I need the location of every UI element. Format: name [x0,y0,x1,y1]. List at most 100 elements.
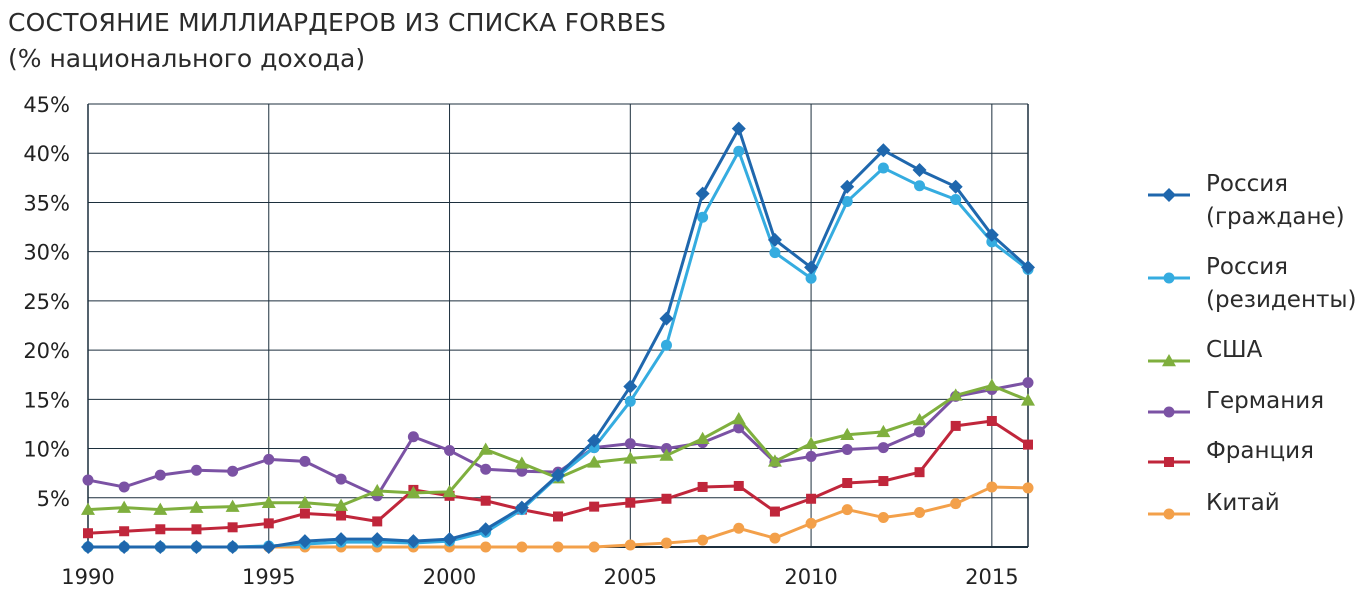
data-point [624,438,636,450]
data-point [189,500,204,513]
data-point [227,465,239,477]
x-tick-label: 2010 [784,565,837,589]
data-point [478,442,493,455]
data-point [480,463,492,475]
data-point [191,524,202,535]
legend-label: Китай [1206,490,1280,516]
data-point [335,473,347,485]
data-point [624,395,636,407]
data-point [370,483,385,497]
data-point [805,517,817,529]
data-point [261,540,276,554]
data-point [153,540,168,554]
data-point [336,510,347,521]
data-point [297,495,312,508]
data-point [81,502,95,515]
data-point [659,311,674,326]
data-point [841,504,853,516]
data-point [695,431,710,444]
data-point [225,499,240,512]
y-tick-label: 15% [23,388,70,412]
y-tick-label: 45% [23,93,70,117]
data-point [731,412,746,425]
legend-swatch-marker [1162,188,1176,202]
data-point [767,232,782,247]
data-point [480,541,492,553]
data-point [1022,377,1034,389]
legend-item: Россия (резиденты) [1148,254,1357,313]
data-point [912,162,927,177]
data-point [261,495,276,508]
data-point [442,484,457,498]
data-point [551,468,565,483]
data-point [589,501,600,512]
data-point [118,481,130,493]
data-point [733,422,745,434]
x-tick-label: 2015 [965,565,1018,589]
legend-swatch-marker [1162,354,1176,367]
data-point [514,456,529,469]
data-point [516,541,528,553]
data-point [155,524,166,535]
data-point [876,143,891,158]
legend-label: Россия [1206,254,1288,280]
data-point [767,454,782,467]
data-point [406,485,421,499]
legend-label: (резиденты) [1206,287,1357,313]
y-tick-label: 10% [23,438,70,462]
data-point [119,526,130,537]
data-point [1022,482,1034,494]
data-point [334,532,349,547]
data-point [660,537,672,549]
legend-item: Россия (граждане) [1148,171,1345,230]
data-point [878,476,889,487]
y-tick-label: 40% [23,142,70,166]
data-point [948,179,963,194]
legend-swatch-marker [1163,508,1175,520]
data-point [442,532,457,547]
series-layer [81,121,1035,554]
data-point [804,260,819,275]
data-point [624,539,636,551]
data-point [189,540,204,554]
data-point [876,424,891,438]
data-point [950,498,962,510]
data-point [587,455,602,468]
data-point [912,413,927,426]
data-point [154,469,166,481]
data-point [804,436,819,449]
data-point [840,179,855,194]
data-point [153,502,168,515]
y-tick-label: 25% [23,290,70,314]
data-point [623,379,638,394]
data-point [227,522,238,533]
data-point [840,427,855,441]
x-tick-label: 2005 [604,565,657,589]
data-point [553,511,563,522]
data-point [769,532,781,544]
data-point [731,121,746,136]
data-point [697,534,709,546]
legend-item: Китай [1148,490,1280,520]
data-point [914,180,926,192]
legend-item: США [1148,337,1263,367]
data-point [444,445,456,457]
data-point [263,518,274,529]
data-point [914,467,925,478]
data-point [914,507,926,519]
data-point [733,522,745,534]
legend: Россия (граждане) Россия (резиденты) США Герм… [1148,171,1357,520]
data-point [263,453,275,465]
y-tick-label: 35% [23,191,70,215]
y-tick-label: 30% [23,241,70,265]
data-point [1023,439,1033,450]
data-point [552,541,564,553]
data-point [480,495,491,506]
data-point [406,534,421,549]
legend-label: (граждане) [1206,204,1345,230]
x-tick-label: 2000 [423,565,476,589]
y-tick-label: 20% [23,339,70,363]
legend-swatch-marker [1163,406,1175,418]
data-point [806,493,817,504]
